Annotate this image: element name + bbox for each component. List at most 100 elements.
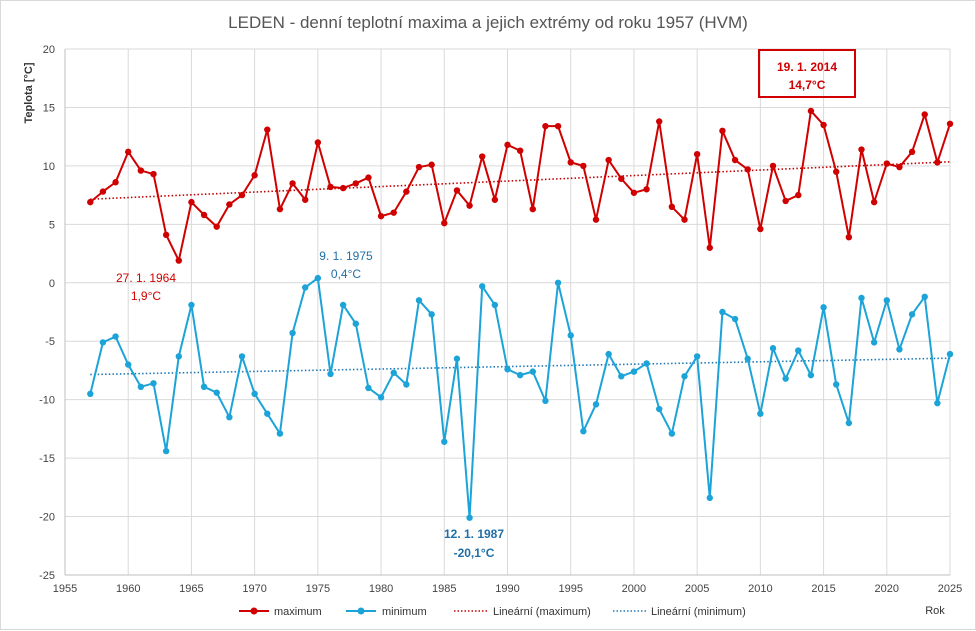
data-point-minimum (162, 447, 170, 455)
data-point-minimum (137, 383, 145, 391)
data-point-maximum (302, 196, 309, 203)
data-point-minimum (833, 381, 840, 388)
data-point-minimum (643, 360, 650, 367)
data-point-minimum (453, 355, 461, 362)
data-point-maximum (403, 188, 410, 195)
data-point-minimum (302, 284, 309, 291)
data-point-minimum (731, 315, 739, 323)
data-point-minimum (769, 345, 777, 352)
legend-minimum-label: minimum (382, 606, 427, 618)
data-point-maximum (466, 202, 473, 209)
data-point-maximum (150, 170, 157, 178)
data-point-minimum (554, 279, 562, 286)
data-point-minimum (87, 390, 94, 398)
data-point-minimum (213, 389, 220, 396)
chart-title: LEDEN - denní teplotní maxima a jejich e… (228, 13, 748, 32)
data-point-minimum (870, 339, 878, 346)
data-point-minimum (150, 380, 157, 387)
data-point-minimum (630, 368, 638, 375)
data-point-minimum (390, 369, 397, 376)
data-point-maximum (630, 189, 638, 196)
series-line-minimum (89, 277, 951, 519)
max-record-box (758, 49, 856, 98)
series-line-maximum (89, 109, 951, 262)
data-point-maximum (339, 184, 347, 192)
x-tick-label: 1975 (306, 583, 330, 595)
data-point-minimum (719, 308, 726, 316)
data-point-minimum (858, 294, 865, 302)
data-point-maximum (719, 127, 726, 135)
data-point-minimum (175, 353, 182, 360)
data-point-maximum (213, 223, 220, 230)
data-point-maximum (87, 198, 94, 206)
data-point-maximum (883, 160, 890, 167)
data-point-maximum (757, 225, 764, 233)
data-point-minimum (757, 410, 764, 417)
data-point-minimum (365, 384, 372, 392)
data-point-maximum (693, 151, 701, 158)
x-tick-label: 1985 (432, 583, 456, 595)
data-point-minimum (466, 514, 473, 521)
data-point-maximum (605, 156, 612, 164)
data-point-minimum (693, 353, 701, 360)
data-point-minimum (946, 350, 954, 358)
legend-minimum-marker (357, 607, 365, 615)
y-tick-label: 0 (49, 278, 55, 290)
data-point-maximum (908, 148, 916, 156)
x-tick-label: 2025 (938, 583, 962, 595)
y-tick-label: 10 (43, 161, 55, 173)
y-tick-label: 5 (49, 219, 55, 231)
x-tick-label: 1955 (53, 583, 77, 595)
data-point-maximum (833, 168, 840, 175)
data-point-maximum (769, 162, 777, 170)
legend-trend-max-label: Lineární (maximum) (493, 606, 591, 618)
data-point-maximum (782, 197, 789, 205)
data-point-minimum (656, 405, 663, 413)
data-point-maximum (934, 159, 941, 166)
data-point-minimum (820, 304, 827, 311)
data-point-maximum (289, 180, 296, 187)
data-point-maximum (656, 118, 663, 125)
data-point-minimum (567, 332, 574, 339)
x-tick-label: 2005 (685, 583, 709, 595)
x-tick-label: 1965 (179, 583, 203, 595)
data-point-maximum (744, 166, 751, 173)
data-point-minimum (226, 414, 233, 421)
data-point-minimum (479, 283, 486, 290)
data-point-minimum (681, 373, 688, 380)
data-point-maximum (491, 196, 499, 203)
data-point-maximum (618, 175, 625, 182)
trend-lines (90, 160, 951, 376)
data-point-minimum (605, 350, 612, 358)
data-point-minimum (314, 274, 322, 282)
x-tick-label: 1990 (495, 583, 519, 595)
data-point-maximum (276, 205, 284, 213)
data-point-minimum (744, 355, 751, 362)
data-point-minimum (441, 438, 448, 445)
data-point-minimum (845, 419, 853, 427)
data-point-minimum (516, 371, 524, 379)
trend-line-minimum (90, 357, 951, 376)
data-point-maximum (554, 122, 562, 130)
data-point-minimum (200, 383, 208, 391)
data-point-maximum (175, 257, 182, 264)
data-point-maximum (946, 120, 954, 128)
data-point-minimum (276, 430, 284, 437)
data-point-minimum (289, 329, 296, 337)
data-point-maximum (441, 219, 448, 227)
x-tick-label: 1970 (242, 583, 266, 595)
data-point-maximum (504, 141, 511, 149)
data-point-maximum (453, 187, 461, 194)
data-point-minimum (807, 371, 815, 379)
data-point-maximum (567, 159, 574, 166)
data-point-minimum (618, 373, 625, 380)
data-point-minimum (352, 320, 359, 327)
data-point-maximum (845, 233, 853, 241)
data-point-minimum (908, 311, 916, 318)
y-tick-label: -10 (39, 395, 55, 407)
max-record-date: 19. 1. 2014 (777, 60, 837, 74)
data-point-maximum (529, 205, 536, 213)
data-point-minimum (542, 397, 549, 405)
